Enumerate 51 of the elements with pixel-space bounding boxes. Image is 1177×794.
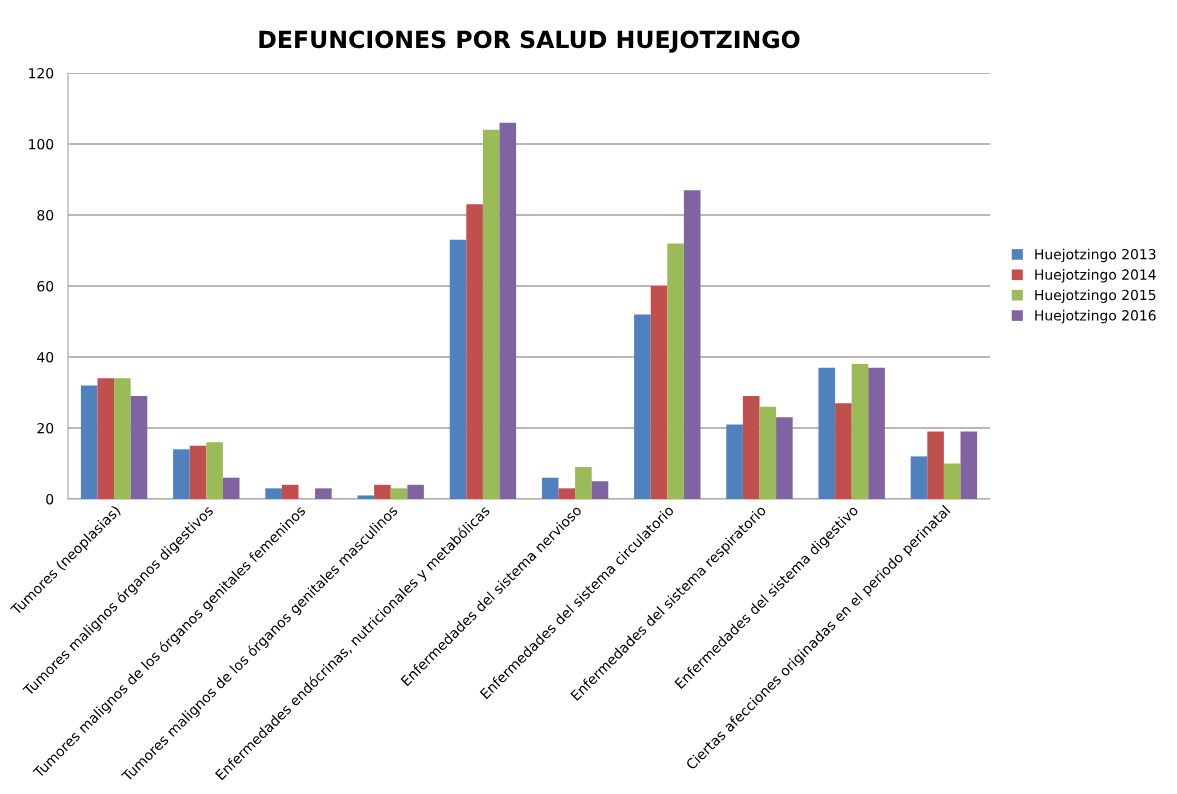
bar [374, 484, 391, 499]
bar [541, 477, 559, 499]
bar [407, 484, 424, 499]
bar [390, 488, 408, 499]
bar [482, 129, 500, 499]
bar [189, 445, 207, 499]
bar [927, 431, 944, 499]
bar [173, 449, 190, 499]
bar [851, 364, 869, 499]
y-tick-label: 80 [37, 209, 54, 221]
chart-title: DEFUNCIONES POR SALUD HUEJOTZINGO [259, 30, 800, 53]
y-tick-label: 40 [37, 351, 54, 363]
bar [650, 286, 668, 499]
y-tick-label: 20 [37, 422, 54, 434]
legend-label: Huejotzingo 2016 [1035, 309, 1156, 324]
bar [591, 481, 609, 499]
bar [499, 122, 517, 499]
bar [776, 417, 793, 499]
bar [742, 396, 760, 499]
bar [206, 442, 223, 499]
y-tick-label: 0 [46, 493, 54, 505]
bar [683, 190, 701, 499]
bar [835, 403, 852, 499]
bar [357, 495, 375, 499]
bar [466, 204, 483, 499]
y-tick-label: 60 [37, 280, 54, 292]
bar [281, 484, 299, 499]
bar [114, 378, 131, 499]
y-tick-label: 100 [29, 138, 54, 150]
bar [818, 367, 836, 499]
bar [910, 456, 928, 499]
bar [315, 488, 332, 499]
bar [222, 477, 240, 499]
legend-label: Huejotzingo 2015 [1035, 289, 1156, 303]
bar [265, 488, 282, 499]
bar [575, 467, 592, 499]
bar [449, 239, 467, 499]
bar [868, 367, 885, 499]
bar [97, 378, 115, 499]
legend-label: Huejotzingo 2013 [1035, 248, 1156, 263]
bar [558, 488, 576, 499]
bar [634, 314, 651, 499]
bar [80, 385, 98, 499]
bar [960, 431, 978, 499]
bar [667, 243, 684, 499]
bar [726, 424, 743, 499]
bar [130, 396, 148, 499]
legend-label: Huejotzingo 2014 [1035, 269, 1156, 283]
bar [943, 463, 961, 499]
y-tick-label: 120 [29, 67, 54, 79]
bar [759, 406, 777, 499]
